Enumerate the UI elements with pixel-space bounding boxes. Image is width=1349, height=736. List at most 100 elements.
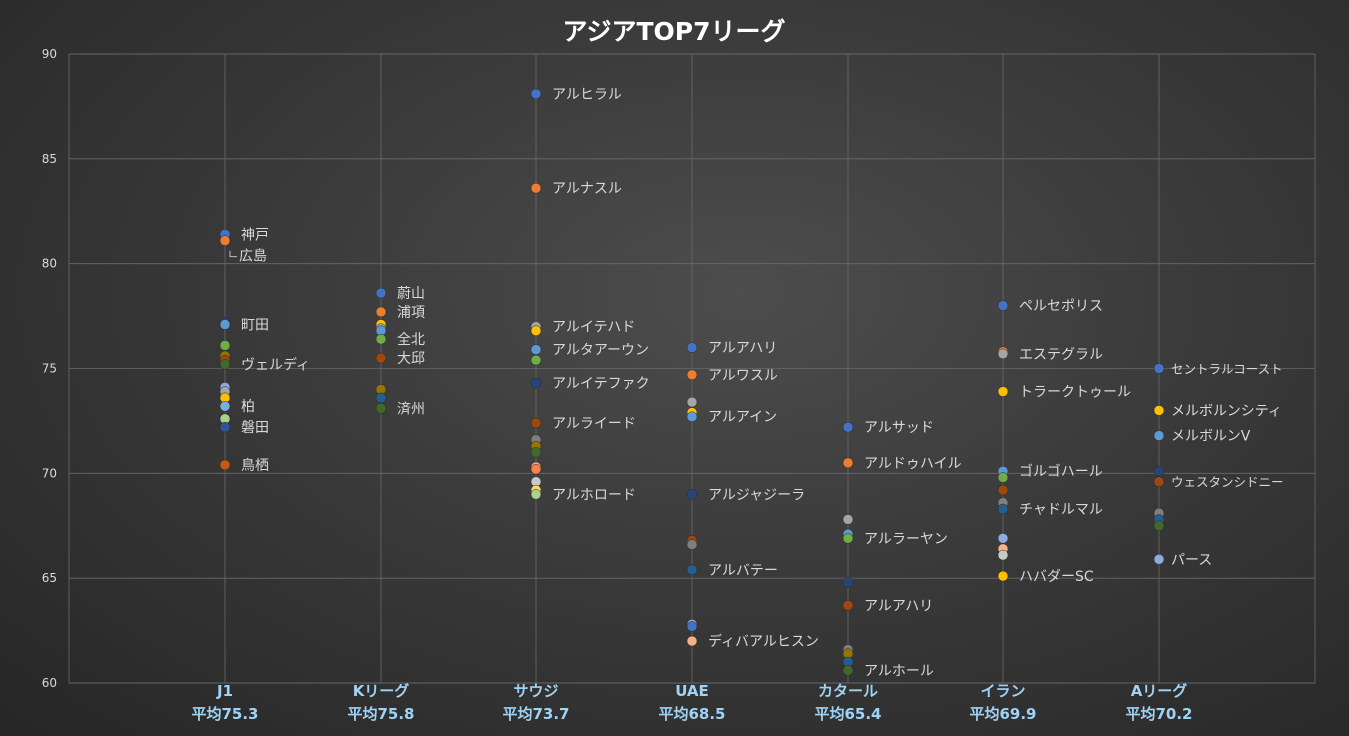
data-point xyxy=(997,549,1009,561)
data-point xyxy=(530,417,542,429)
data-point xyxy=(997,348,1009,360)
point-label: 柏 xyxy=(241,399,255,415)
point-label: アルヒラル xyxy=(552,87,622,103)
x-category-average: 平均75.3 xyxy=(191,705,258,723)
y-tick-label: 70 xyxy=(42,466,57,480)
data-point xyxy=(842,533,854,544)
data-point xyxy=(219,235,231,246)
point-label: エステグラル xyxy=(1019,347,1103,363)
x-category-label: Kリーグ xyxy=(353,682,410,700)
x-category-average: 平均65.4 xyxy=(814,705,881,723)
point-label: アルタアーウン xyxy=(552,343,649,359)
point-label: 全北 xyxy=(397,331,425,348)
data-point xyxy=(375,287,387,299)
data-point xyxy=(842,514,854,525)
data-point xyxy=(842,457,854,469)
data-point xyxy=(686,489,698,500)
data-point xyxy=(530,325,542,337)
data-point xyxy=(219,400,231,412)
point-label: アルアハリ xyxy=(864,598,933,614)
data-point xyxy=(1153,363,1165,374)
point-label: アルナスル xyxy=(552,181,622,197)
x-category-average: 平均73.7 xyxy=(502,705,569,723)
y-tick-label: 65 xyxy=(42,571,57,585)
point-label: アルワスル xyxy=(708,368,778,384)
data-point xyxy=(530,447,542,458)
y-tick-label: 75 xyxy=(42,362,57,376)
point-label: アルアハリ xyxy=(708,341,777,357)
point-label: 広島 xyxy=(239,249,267,265)
data-point xyxy=(1153,476,1165,487)
y-axis-ticks: 60 65 70 75 80 85 90 xyxy=(42,47,57,690)
data-point xyxy=(842,600,854,611)
data-point xyxy=(1153,405,1165,416)
data-point xyxy=(375,306,387,318)
point-label: 済州 xyxy=(397,401,425,417)
data-point xyxy=(219,459,231,471)
point-label: 神戸 xyxy=(241,227,269,243)
data-point xyxy=(686,564,698,576)
data-point xyxy=(686,369,698,381)
x-category-average: 平均75.8 xyxy=(347,705,414,723)
x-category-label: イラン xyxy=(980,682,1025,700)
data-point xyxy=(997,484,1009,496)
point-label: ハバダーSC xyxy=(1019,569,1094,585)
point-label: アルアイン xyxy=(708,410,777,426)
point-label: ペルセポリス xyxy=(1019,299,1103,315)
y-tick-label: 90 xyxy=(42,47,57,61)
point-label: アルラーヤン xyxy=(864,531,948,547)
x-category-label: Aリーグ xyxy=(1131,682,1188,700)
x-category-label: カタール xyxy=(818,682,878,700)
x-category-label: J1 xyxy=(216,682,233,700)
data-point xyxy=(530,88,542,100)
data-point xyxy=(375,352,387,364)
data-point xyxy=(219,340,231,351)
y-tick-label: 85 xyxy=(42,152,57,166)
data-point xyxy=(997,386,1009,397)
data-point xyxy=(219,421,231,433)
point-label: 大邱 xyxy=(397,351,425,367)
data-point xyxy=(686,621,698,632)
y-tick-label: 60 xyxy=(42,676,57,690)
grid-lines xyxy=(68,53,1316,684)
data-point xyxy=(219,359,231,370)
data-point xyxy=(686,396,698,408)
data-point xyxy=(375,403,387,414)
data-point xyxy=(530,489,542,500)
point-label: 蔚山 xyxy=(397,286,425,302)
data-point xyxy=(1153,554,1165,565)
point-label: セントラルコースト xyxy=(1171,362,1283,377)
data-points xyxy=(219,88,1165,676)
point-label: ウェスタンシドニー xyxy=(1171,475,1284,490)
data-point xyxy=(686,342,698,353)
data-point xyxy=(1153,465,1165,477)
point-label: パース xyxy=(1171,552,1212,568)
point-label: アルホロード xyxy=(552,487,636,503)
x-category-average: 平均69.9 xyxy=(969,705,1036,723)
point-label: アルホール xyxy=(864,663,934,679)
point-label: 鳥栖 xyxy=(241,458,269,474)
point-label: ゴルゴハール xyxy=(1019,463,1103,480)
point-label: アルドゥハイル xyxy=(864,456,962,472)
data-point xyxy=(375,392,387,404)
data-point xyxy=(530,182,542,194)
point-label: アルライード xyxy=(552,416,636,432)
point-label: ディバアルヒスン xyxy=(708,633,819,650)
point-label: アルジャジーラ xyxy=(708,487,805,503)
data-point xyxy=(997,503,1009,515)
data-point xyxy=(219,319,231,330)
point-label: トラークトゥール xyxy=(1019,385,1131,401)
point-label: アルバテー xyxy=(708,563,778,579)
data-point xyxy=(375,333,387,345)
point-label: ヴェルディ xyxy=(241,356,310,373)
data-point xyxy=(997,533,1009,544)
data-point xyxy=(997,472,1009,483)
data-point xyxy=(530,354,542,366)
data-point xyxy=(1153,520,1165,531)
point-label: アルサッド xyxy=(864,420,934,436)
data-point xyxy=(686,635,698,647)
data-point xyxy=(842,577,854,588)
x-category-label: サウジ xyxy=(513,682,558,700)
